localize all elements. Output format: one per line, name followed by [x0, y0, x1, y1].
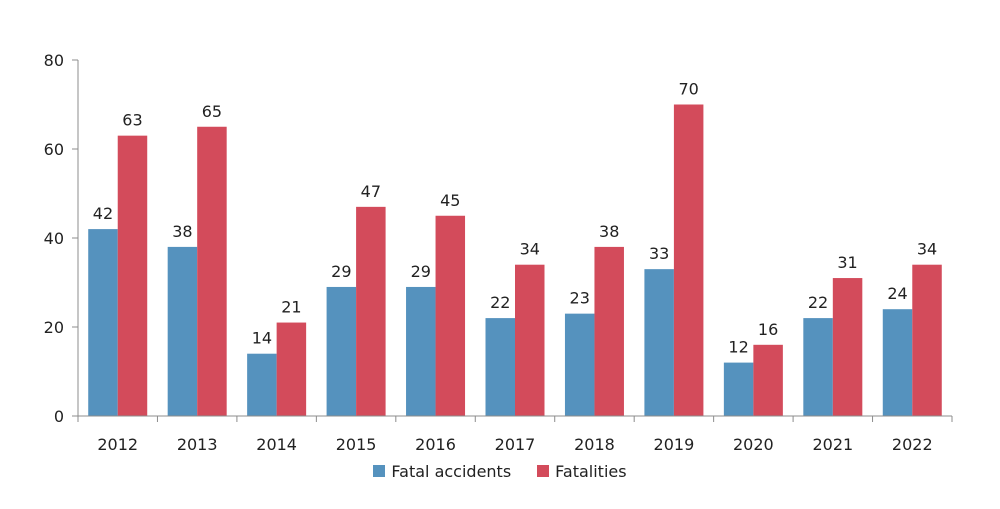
bar-fatal-accidents-2018 — [564, 313, 595, 416]
data-label-fatal-accidents-2016: 29 — [411, 262, 431, 281]
x-tick-label: 2012 — [97, 435, 138, 454]
data-label-fatalities-2017: 34 — [520, 240, 540, 259]
data-label-fatal-accidents-2021: 22 — [808, 293, 828, 312]
bar-fatalities-2013 — [197, 126, 227, 416]
x-tick-label: 2013 — [177, 435, 218, 454]
bars — [88, 104, 942, 416]
bar-fatalities-2021 — [832, 278, 863, 416]
legend-swatch-series-2 — [537, 465, 550, 477]
data-label-fatalities-2016: 45 — [440, 191, 460, 210]
y-tick-label: 20 — [44, 318, 64, 337]
y-tick-label: 40 — [44, 229, 64, 248]
x-tick-label: 2015 — [336, 435, 377, 454]
bar-fatal-accidents-2020 — [723, 362, 754, 416]
bar-fatalities-2014 — [276, 322, 307, 416]
data-label-fatal-accidents-2014: 14 — [252, 329, 272, 348]
bar-fatal-accidents-2019 — [644, 269, 674, 416]
x-axis: 2012 2013 2014 2015 2016 2017 2018 2019 2020 2021… — [77, 415, 953, 454]
bar-fatal-accidents-2021 — [803, 318, 833, 416]
data-label-fatal-accidents-2015: 29 — [331, 262, 351, 281]
data-label-fatalities-2022: 34 — [917, 240, 937, 259]
legend-label-series-2: Fatalities — [555, 461, 627, 481]
bar-fatal-accidents-2016 — [406, 286, 436, 416]
y-axis: 0 20 40 60 80 — [44, 51, 79, 426]
x-tick-label: 2018 — [574, 435, 615, 454]
data-label-fatalities-2012: 63 — [122, 111, 142, 130]
bar-fatalities-2016 — [435, 215, 466, 416]
legend: Fatal accidents Fatalities — [0, 458, 1000, 484]
data-labels: 42 63 38 65 14 21 29 47 29 45 22 34 23 38 33 70 12 16 22 31… — [93, 80, 937, 357]
bar-fatalities-2017 — [515, 264, 545, 416]
x-tick-label: 2016 — [415, 435, 456, 454]
bar-fatalities-2012 — [117, 135, 148, 416]
data-label-fatal-accidents-2017: 22 — [490, 293, 510, 312]
data-label-fatal-accidents-2012: 42 — [93, 204, 113, 223]
data-label-fatalities-2018: 38 — [599, 222, 619, 241]
x-tick-label: 2021 — [812, 435, 853, 454]
y-tick-label: 60 — [44, 140, 64, 159]
data-label-fatal-accidents-2020: 12 — [728, 338, 748, 357]
bar-fatal-accidents-2017 — [485, 318, 515, 416]
x-tick-label: 2022 — [892, 435, 933, 454]
bar-fatal-accidents-2013 — [167, 246, 198, 416]
data-label-fatal-accidents-2013: 38 — [172, 222, 192, 241]
data-label-fatal-accidents-2019: 33 — [649, 244, 669, 263]
data-label-fatalities-2014: 21 — [281, 298, 301, 317]
bar-fatal-accidents-2015 — [326, 286, 357, 416]
legend-swatch-series-1 — [373, 465, 386, 477]
bar-fatal-accidents-2014 — [247, 353, 277, 416]
bar-fatalities-2022 — [912, 264, 942, 416]
data-label-fatal-accidents-2018: 23 — [570, 289, 590, 308]
bar-fatalities-2015 — [356, 206, 386, 416]
bar-fatal-accidents-2022 — [882, 309, 913, 416]
x-tick-label: 2019 — [654, 435, 695, 454]
data-label-fatalities-2015: 47 — [361, 182, 381, 201]
x-tick-label: 2014 — [256, 435, 297, 454]
bar-fatal-accidents-2012 — [88, 229, 118, 416]
bar-chart: 0 20 40 60 80 42 63 38 65 14 21 29 47 29 45 22 34 23 38 33… — [44, 51, 953, 454]
data-label-fatalities-2019: 70 — [678, 80, 698, 99]
bar-fatalities-2020 — [753, 344, 783, 416]
x-tick-label: 2017 — [495, 435, 536, 454]
data-label-fatalities-2021: 31 — [837, 253, 857, 272]
y-tick-label: 0 — [54, 407, 64, 426]
x-tick-label: 2020 — [733, 435, 774, 454]
bar-fatalities-2019 — [673, 104, 704, 416]
legend-item-series-1: Fatal accidents — [373, 462, 511, 481]
data-label-fatalities-2013: 65 — [202, 102, 222, 121]
legend-item-series-2: Fatalities — [537, 461, 627, 481]
legend-label-series-1: Fatal accidents — [391, 461, 512, 481]
data-label-fatal-accidents-2022: 24 — [887, 284, 907, 303]
y-tick-label: 80 — [44, 51, 64, 70]
bar-fatalities-2018 — [594, 246, 624, 416]
data-label-fatalities-2020: 16 — [758, 320, 778, 339]
